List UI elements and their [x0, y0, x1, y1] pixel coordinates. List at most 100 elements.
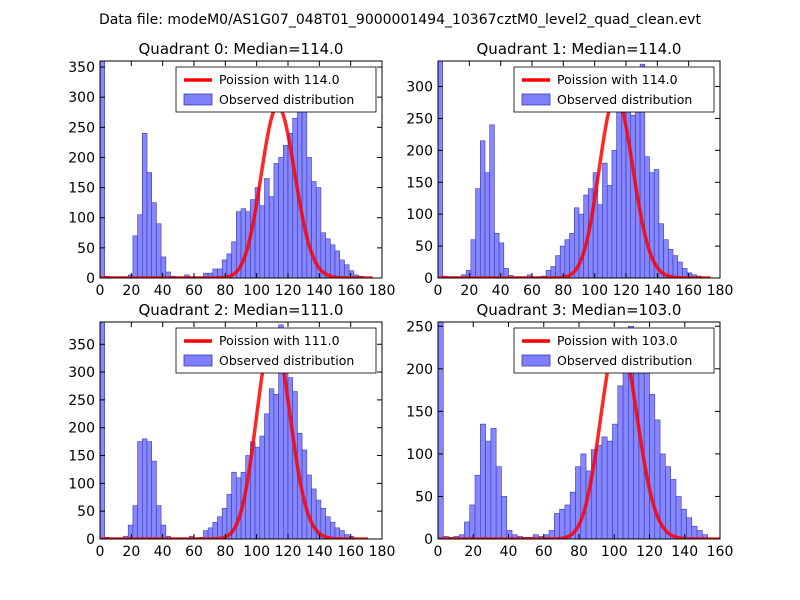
x-tick-label: 160 — [337, 544, 364, 560]
legend-bar-label: Observed distribution — [557, 92, 692, 107]
quadrant-3-title: Quadrant 3: Median=103.0 — [477, 301, 682, 319]
x-tick-label: 120 — [613, 283, 640, 299]
legend-bar-swatch — [521, 354, 551, 367]
histogram-bar — [630, 114, 636, 278]
y-tick-label: 0 — [86, 271, 95, 287]
histogram-bar — [334, 250, 340, 278]
histogram-bar — [221, 508, 228, 539]
histogram-bar — [469, 504, 476, 539]
histogram-bar — [667, 248, 674, 278]
histogram-bar — [649, 394, 656, 539]
x-tick-label: 160 — [707, 544, 734, 560]
y-tick-label: 350 — [68, 60, 95, 76]
legend-bar-swatch — [183, 354, 213, 367]
quadrant-1-axes-frame — [437, 60, 721, 279]
quadrant-0-axes-frame — [99, 60, 383, 279]
quadrant-1-legend: Poission with 114.0 Observed distribution — [513, 66, 715, 113]
quadrant-0-legend: Poission with 114.0 Observed distribution — [175, 66, 377, 113]
histogram-bar — [616, 98, 622, 278]
histogram-bar — [142, 133, 148, 278]
x-tick-label: 100 — [243, 544, 270, 560]
y-tick-label: 250 — [68, 393, 95, 409]
quadrant-3-legend: Poission with 103.0 Observed distribution — [513, 327, 715, 374]
histogram-bar — [596, 445, 603, 539]
x-tick-label: 0 — [96, 544, 105, 560]
x-tick-label: 100 — [243, 283, 270, 299]
quadrant-2-axes-frame — [99, 321, 383, 540]
x-tick-label: 180 — [707, 283, 734, 299]
histogram-bar — [221, 259, 228, 278]
y-tick-label: 100 — [68, 476, 95, 492]
histogram-bar — [617, 385, 624, 539]
histogram-bar — [501, 496, 508, 539]
quadrant-2-title: Quadrant 2: Median=111.0 — [139, 301, 344, 319]
histogram-bar — [268, 196, 275, 278]
x-tick-label: 120 — [636, 544, 663, 560]
histogram-bar — [254, 446, 261, 539]
y-tick-label: 250 — [406, 319, 433, 335]
y-tick-label: 0 — [424, 271, 433, 287]
histogram-bar — [259, 435, 265, 539]
panels: Quadrant 0: Median=114.00 20 40 60 80 100 120 1… — [68, 40, 733, 560]
x-tick-label: 60 — [185, 283, 203, 299]
y-tick-label: 0 — [86, 532, 95, 548]
y-tick-label: 150 — [68, 181, 95, 197]
histogram-bar — [672, 255, 678, 278]
y-tick-label: 150 — [406, 175, 433, 191]
histogram-bar — [306, 157, 312, 278]
x-tick-label: 20 — [460, 283, 478, 299]
histogram-bar — [151, 202, 157, 278]
histogram-bar — [160, 524, 167, 539]
histogram-bar — [670, 479, 677, 539]
histogram-bar — [137, 214, 143, 278]
x-tick-label: 60 — [185, 544, 203, 560]
x-tick-label: 160 — [675, 283, 702, 299]
histogram-bar — [100, 61, 105, 278]
histogram-bar — [479, 423, 486, 539]
x-tick-label: 40 — [154, 544, 172, 560]
y-tick-label: 150 — [406, 404, 433, 420]
histogram-bar — [132, 235, 138, 278]
histogram-bar — [606, 440, 613, 539]
y-tick-label: 50 — [415, 239, 433, 255]
legend-box — [513, 66, 715, 113]
figure-suptitle: Data file: modeM0/AS1G07_048T01_90000014… — [99, 12, 701, 28]
histogram-bar — [142, 438, 148, 539]
x-tick-label: 40 — [500, 544, 518, 560]
x-tick-label: 80 — [570, 544, 588, 560]
x-tick-label: 160 — [337, 283, 364, 299]
quadrant-2-panel: Quadrant 2: Median=111.00 20 40 60 80 100 120 1… — [68, 301, 395, 560]
histogram-bar — [156, 223, 162, 278]
x-tick-label: 80 — [216, 283, 234, 299]
histogram-bar — [165, 271, 171, 278]
x-tick-label: 0 — [96, 283, 105, 299]
histogram-bar — [644, 156, 650, 278]
y-tick-label: 250 — [68, 120, 95, 136]
x-tick-label: 20 — [464, 544, 482, 560]
y-tick-label: 200 — [68, 150, 95, 166]
legend-bar-swatch — [183, 93, 213, 106]
histogram-bar — [438, 322, 444, 539]
quadrant-2-legend: Poission with 111.0 Observed distribution — [175, 327, 377, 374]
y-tick-label: 200 — [406, 362, 433, 378]
histogram-bar — [160, 256, 167, 278]
legend-bar-label: Observed distribution — [557, 353, 692, 368]
quadrant-1-panel: Quadrant 1: Median=114.00 20 40 60 80 100 120 1… — [406, 40, 733, 299]
histogram-bar — [474, 474, 481, 539]
histogram-bar — [132, 505, 138, 539]
x-tick-label: 60 — [523, 283, 541, 299]
histogram-bar — [611, 150, 617, 278]
legend-line-label: Poission with 114.0 — [219, 72, 340, 87]
x-tick-label: 120 — [275, 283, 302, 299]
x-tick-label: 60 — [535, 544, 553, 560]
histogram-bar — [273, 163, 279, 278]
histogram-bar — [680, 508, 687, 539]
x-tick-label: 20 — [122, 544, 140, 560]
x-tick-label: 120 — [275, 544, 302, 560]
y-tick-label: 200 — [68, 421, 95, 437]
x-tick-label: 180 — [369, 544, 396, 560]
y-tick-label: 300 — [68, 90, 95, 106]
legend-line-label: Poission with 103.0 — [557, 333, 678, 348]
histogram-bar — [273, 394, 279, 539]
